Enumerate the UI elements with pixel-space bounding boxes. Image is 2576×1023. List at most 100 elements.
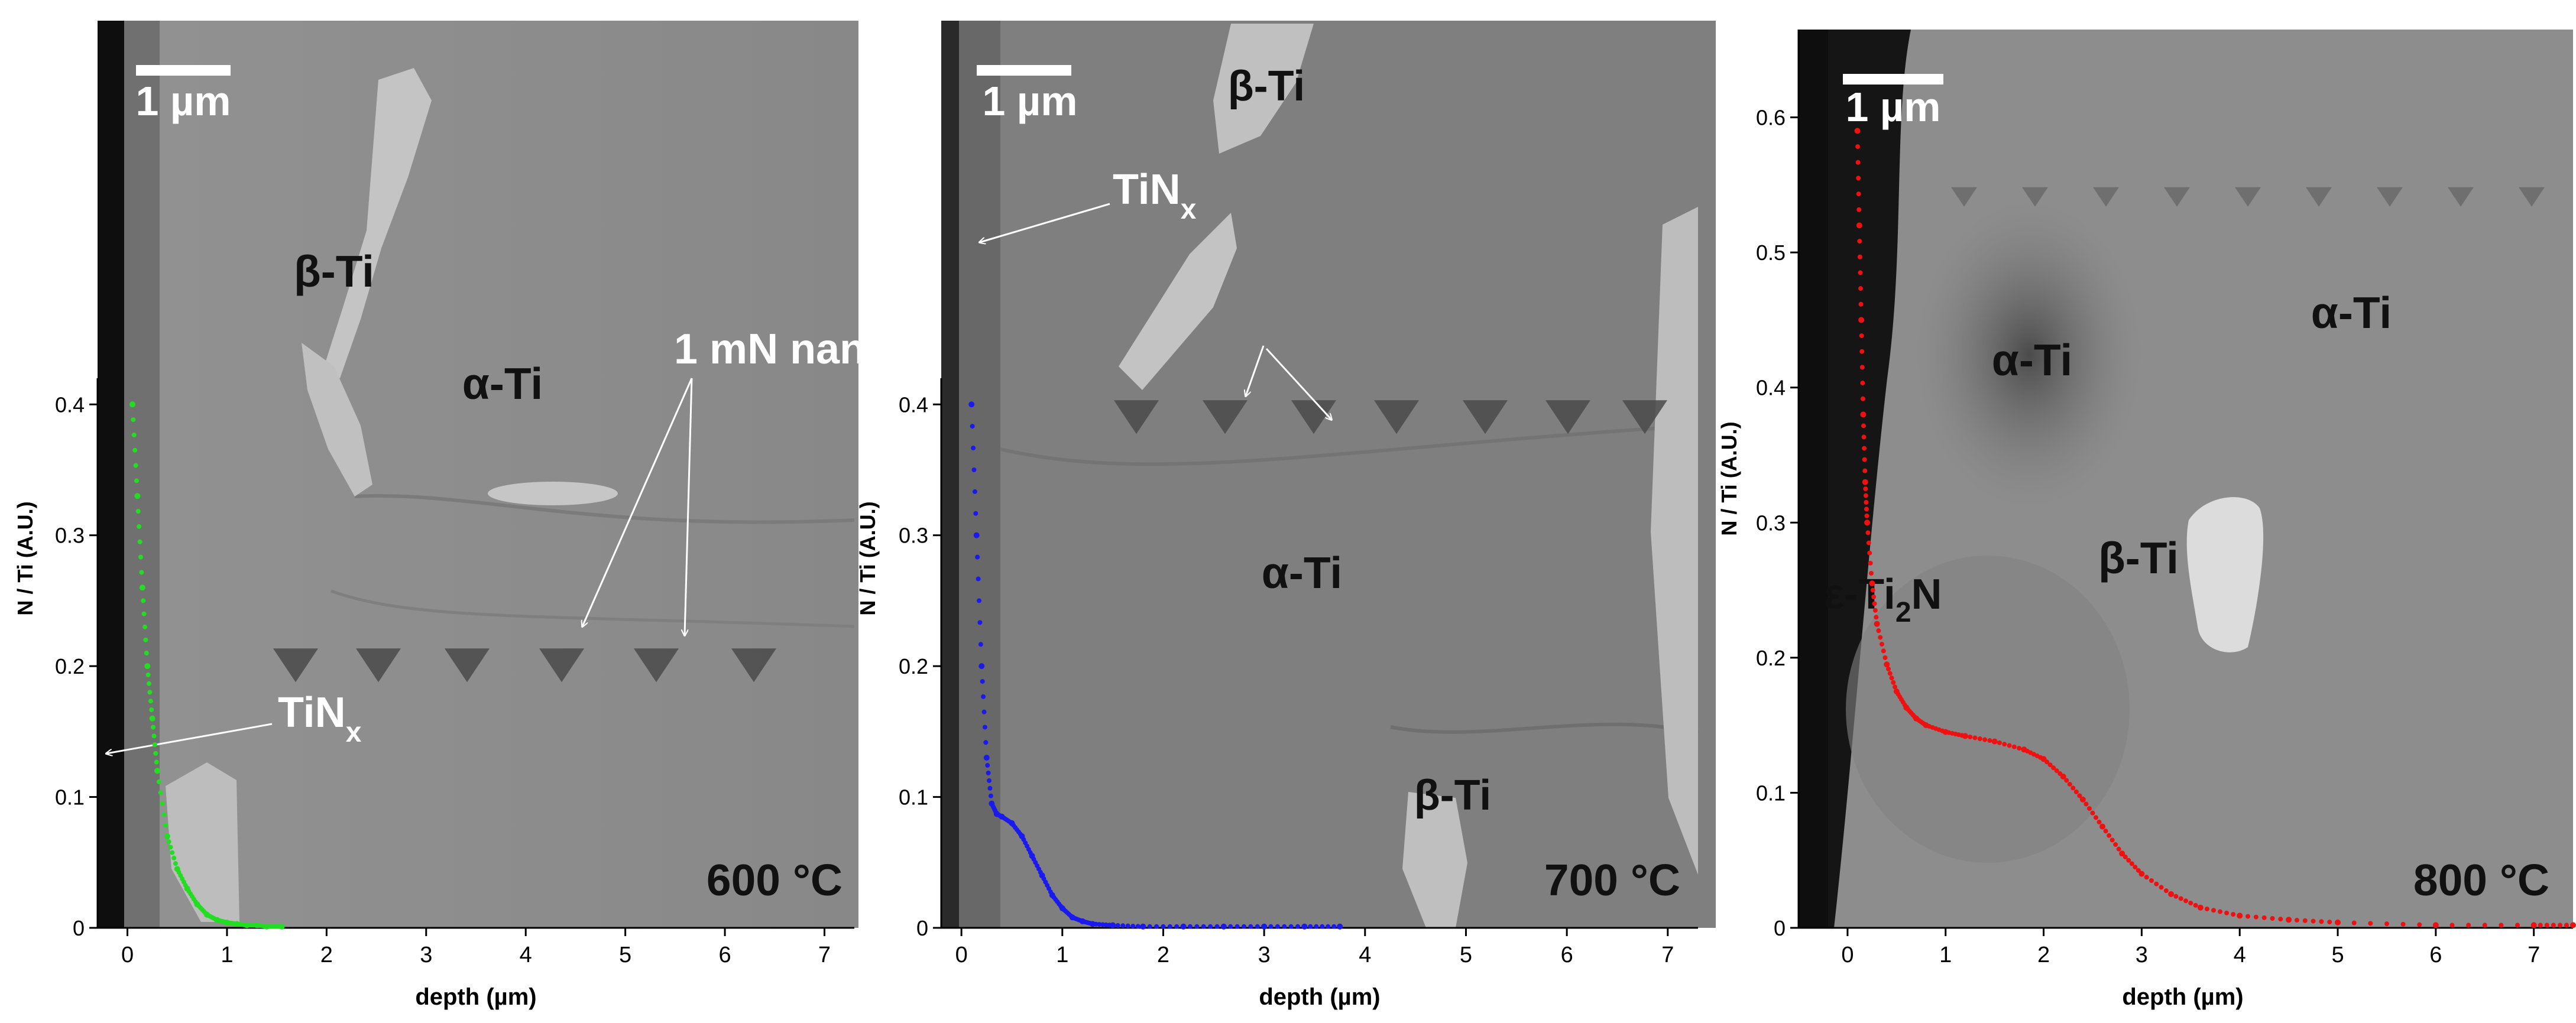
data-point-interp bbox=[987, 778, 992, 783]
data-point-interp bbox=[1100, 922, 1106, 927]
phase-label-alpha: α-Ti bbox=[462, 359, 543, 408]
data-point-interp bbox=[1860, 381, 1865, 386]
data-point-interp bbox=[151, 733, 157, 739]
data-point-interp bbox=[2417, 922, 2422, 927]
nanoindent-print bbox=[2093, 187, 2119, 207]
data-point-interp bbox=[1876, 628, 1881, 634]
y-tick-label: 0.3 bbox=[1756, 511, 1786, 535]
tinx-arrow bbox=[980, 203, 1110, 242]
data-point-interp bbox=[2400, 921, 2406, 927]
data-series bbox=[129, 401, 285, 930]
data-point-interp bbox=[1887, 671, 1893, 676]
data-point-interp bbox=[985, 763, 990, 768]
x-tick-label: 5 bbox=[1460, 943, 1472, 967]
data-point-interp bbox=[2557, 923, 2562, 928]
data-point-interp bbox=[1886, 666, 1891, 671]
data-point-interp bbox=[151, 725, 156, 730]
data-point-interp bbox=[1867, 550, 1872, 556]
data-point bbox=[1220, 923, 1227, 930]
data-point-interp bbox=[2086, 806, 2092, 811]
sample-edge-dark bbox=[941, 21, 959, 928]
indents-arrow bbox=[685, 378, 693, 635]
data-point-interp bbox=[2110, 837, 2115, 843]
data-point-interp bbox=[158, 790, 163, 795]
data-series bbox=[968, 401, 1343, 930]
data-point-interp bbox=[2007, 743, 2012, 748]
x-axis-label: depth (µm) bbox=[2122, 984, 2243, 1010]
data-point-interp bbox=[1861, 423, 1866, 428]
nanoindent-print bbox=[2377, 187, 2403, 207]
data-point-interp bbox=[2384, 921, 2389, 927]
data-point bbox=[2099, 823, 2106, 830]
data-point-interp bbox=[149, 707, 154, 712]
data-point-interp bbox=[163, 823, 169, 828]
x-axis-label: depth (µm) bbox=[1259, 984, 1380, 1010]
data-point-interp bbox=[154, 759, 159, 765]
data-point-interp bbox=[2449, 923, 2455, 928]
indents-arrow bbox=[582, 378, 693, 626]
data-point-interp bbox=[2154, 881, 2159, 886]
data-point-interp bbox=[1097, 922, 1102, 927]
x-tick-label: 4 bbox=[1359, 943, 1371, 967]
x-tick-label: 6 bbox=[718, 943, 731, 967]
scale-bar-label: 1 µm bbox=[1846, 84, 1941, 130]
tinx-arrow bbox=[106, 723, 273, 754]
sample-edge-dark bbox=[98, 21, 124, 928]
data-point-interp bbox=[2116, 846, 2121, 852]
x-tick-label: 7 bbox=[1661, 943, 1674, 967]
data-point-interp bbox=[1120, 923, 1126, 928]
tinx-label: TiNx bbox=[1113, 166, 1197, 225]
data-point bbox=[968, 401, 975, 408]
data-point bbox=[1858, 317, 1865, 323]
data-point-interp bbox=[2183, 898, 2188, 904]
x-axis-label: depth (µm) bbox=[415, 984, 536, 1010]
x-tick-label: 5 bbox=[2331, 943, 2344, 967]
y-tick-label: 0.5 bbox=[1756, 241, 1786, 265]
data-point-interp bbox=[1135, 924, 1140, 929]
data-point-interp bbox=[2204, 907, 2209, 911]
data-point-interp bbox=[1862, 446, 1867, 451]
data-point-interp bbox=[981, 709, 987, 715]
indents-arrow bbox=[1265, 348, 1331, 420]
y-tick-label: 0.4 bbox=[55, 392, 85, 417]
data-point-interp bbox=[1201, 924, 1206, 929]
axis-ticks: 0 1 2 3 4 5 6 7 0 0.1 0.2 0.3 0.4 bbox=[899, 392, 1674, 967]
data-point-interp bbox=[2113, 842, 2118, 847]
nanoindent-print bbox=[731, 648, 776, 683]
tinx-label: TiNx bbox=[278, 689, 362, 748]
nanoindent-print bbox=[2519, 187, 2545, 207]
data-point-interp bbox=[980, 678, 985, 684]
x-tick-label: 3 bbox=[420, 943, 432, 967]
x-tick-label: 5 bbox=[619, 943, 631, 967]
data-point bbox=[1854, 128, 1861, 134]
data-point-interp bbox=[1214, 924, 1220, 929]
data-point-interp bbox=[1864, 500, 1869, 505]
data-point-interp bbox=[142, 624, 147, 629]
temperature-label: 600 °C bbox=[707, 855, 843, 905]
data-point-interp bbox=[2173, 894, 2179, 899]
data-point bbox=[1869, 580, 1875, 587]
data-point bbox=[2138, 871, 2145, 877]
data-point-interp bbox=[971, 467, 977, 472]
x-tick-label: 6 bbox=[2429, 943, 2442, 967]
data-point-interp bbox=[166, 839, 171, 845]
data-point-interp bbox=[988, 793, 993, 798]
data-point-interp bbox=[978, 642, 983, 647]
data-point-interp bbox=[2538, 923, 2543, 928]
data-point-interp bbox=[1248, 924, 1253, 929]
data-point-interp bbox=[1115, 923, 1120, 928]
data-point-interp bbox=[156, 779, 161, 784]
data-point-interp bbox=[1862, 468, 1868, 473]
data-point-interp bbox=[1234, 924, 1240, 929]
x-tick-label: 4 bbox=[2234, 943, 2246, 967]
data-point-interp bbox=[2107, 833, 2112, 838]
phase-label-alpha: α-Ti bbox=[1992, 335, 2072, 385]
data-point-interp bbox=[152, 742, 157, 747]
data-point-interp bbox=[1859, 365, 1865, 370]
x-tick-label: 2 bbox=[320, 943, 333, 967]
data-point-interp bbox=[170, 850, 175, 855]
data-point-interp bbox=[2047, 762, 2053, 768]
data-point-interp bbox=[977, 620, 983, 625]
data-point bbox=[1856, 222, 1862, 229]
grain-boundary bbox=[1000, 424, 1699, 466]
